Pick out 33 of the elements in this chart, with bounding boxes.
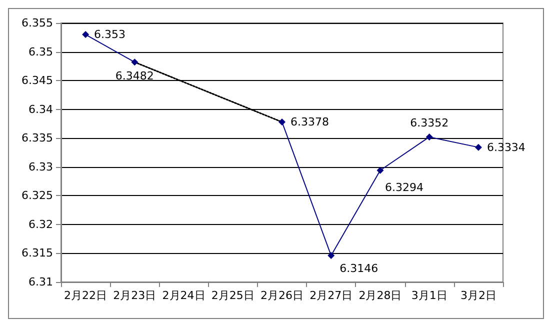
y-tick-label: 6.315: [22, 246, 53, 260]
data-label: 6.3334: [486, 140, 526, 154]
x-tick-label: 3月2日: [460, 289, 496, 302]
point: [328, 252, 335, 260]
y-tick-label: 6.34: [28, 102, 53, 116]
y-tick-label: 6.35: [28, 45, 53, 58]
data-label: 6.3378: [290, 115, 329, 128]
data-label: 6.353: [94, 28, 126, 42]
x-tick-label: 2月25日: [211, 289, 254, 302]
point: [474, 144, 482, 151]
x-tick-label: 2月24日: [162, 289, 206, 302]
point: [376, 166, 384, 174]
point: [278, 118, 286, 126]
y-tick-label: 6.355: [22, 16, 53, 30]
x-tick-label: 2月27日: [310, 289, 353, 302]
y-tick-label: 6.33: [28, 160, 53, 174]
point: [131, 58, 138, 66]
y-tick-label: 6.325: [22, 189, 53, 202]
point: [426, 133, 433, 140]
data-label: 6.3294: [384, 180, 424, 194]
x-tick-label: 2月23日: [113, 289, 156, 302]
x-tick-label: 2月28日: [358, 289, 402, 302]
data-label: 6.3146: [340, 262, 378, 276]
x-tick-label: 3月1日: [411, 289, 448, 302]
x-tick-label: 2月26日: [260, 289, 304, 302]
data-label: 6.3352: [410, 116, 449, 130]
y-tick-label: 6.345: [22, 74, 53, 88]
y-tick-label: 6.31: [28, 276, 53, 288]
point: [82, 31, 90, 38]
x-tick-label: 2月22日: [64, 289, 108, 302]
y-tick-label: 6.335: [22, 132, 53, 145]
data-label: 6.3482: [115, 70, 154, 83]
y-tick-label: 6.32: [28, 218, 53, 231]
